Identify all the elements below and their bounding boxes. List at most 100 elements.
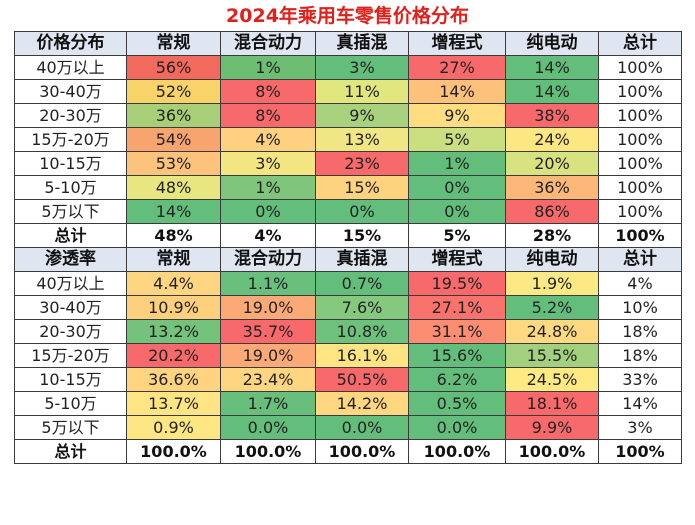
table-row: 5-10万 48% 1% 15% 0% 36% 100% xyxy=(14,175,682,200)
value-cell: 15.5% xyxy=(505,343,599,368)
value-cell: 0.0% xyxy=(220,415,316,440)
header-cell: 真插混 xyxy=(315,247,409,272)
value-cell: 4.4% xyxy=(126,271,221,296)
row-label: 40万以上 xyxy=(14,55,127,80)
header-cell: 真插混 xyxy=(315,31,409,56)
value-cell: 23% xyxy=(315,151,409,176)
value-cell: 15% xyxy=(315,175,409,200)
table-row: 30-40万 10.9% 19.0% 7.6% 27.1% 5.2% 10% xyxy=(14,295,682,320)
row-label: 40万以上 xyxy=(14,271,127,296)
value-cell: 0.0% xyxy=(315,415,409,440)
value-cell: 53% xyxy=(126,151,221,176)
value-cell: 100% xyxy=(598,151,682,176)
table-row: 5万以下 14% 0% 0% 0% 86% 100% xyxy=(14,199,682,224)
table-title: 2024年乘用车零售价格分布 xyxy=(226,5,469,27)
table-row: 10-15万 53% 3% 23% 1% 20% 100% xyxy=(14,151,682,176)
row-label: 5万以下 xyxy=(14,199,127,224)
header-row: 价格分布 常规 混合动力 真插混 增程式 纯电动 总计 xyxy=(14,31,682,56)
row-label: 30-40万 xyxy=(14,79,127,104)
total-cell: 5% xyxy=(408,223,506,248)
total-cell: 100% xyxy=(598,439,682,464)
row-label: 20-30万 xyxy=(14,103,127,128)
header-cell: 总计 xyxy=(598,31,682,56)
value-cell: 8% xyxy=(220,103,316,128)
table-row: 15万-20万 20.2% 19.0% 16.1% 15.6% 15.5% 18% xyxy=(14,343,682,368)
table-row: 40万以上 56% 1% 3% 27% 14% 100% xyxy=(14,55,682,80)
value-cell: 24.5% xyxy=(505,367,599,392)
value-cell: 31.1% xyxy=(408,319,506,344)
value-cell: 20% xyxy=(505,151,599,176)
table-row: 5万以下 0.9% 0.0% 0.0% 0.0% 9.9% 3% xyxy=(14,415,682,440)
value-cell: 9% xyxy=(408,103,506,128)
table-row: 5-10万 13.7% 1.7% 14.2% 0.5% 18.1% 14% xyxy=(14,391,682,416)
value-cell: 19.0% xyxy=(220,343,316,368)
value-cell: 86% xyxy=(505,199,599,224)
value-cell: 5% xyxy=(408,127,506,152)
value-cell: 0.9% xyxy=(126,415,221,440)
value-cell: 1.7% xyxy=(220,391,316,416)
value-cell: 19.0% xyxy=(220,295,316,320)
value-cell: 7.6% xyxy=(315,295,409,320)
value-cell: 100% xyxy=(598,175,682,200)
value-cell: 18.1% xyxy=(505,391,599,416)
value-cell: 5.2% xyxy=(505,295,599,320)
total-cell: 100.0% xyxy=(505,439,599,464)
row-label: 15万-20万 xyxy=(14,343,127,368)
value-cell: 1.1% xyxy=(220,271,316,296)
value-cell: 11% xyxy=(315,79,409,104)
row-label: 10-15万 xyxy=(14,367,127,392)
row-label: 10-15万 xyxy=(14,151,127,176)
header-cell: 混合动力 xyxy=(220,247,316,272)
value-cell: 36.6% xyxy=(126,367,221,392)
value-cell: 14% xyxy=(505,55,599,80)
value-cell: 8% xyxy=(220,79,316,104)
value-cell: 14% xyxy=(505,79,599,104)
table-row: 20-30万 36% 8% 9% 9% 38% 100% xyxy=(14,103,682,128)
value-cell: 24% xyxy=(505,127,599,152)
value-cell: 50.5% xyxy=(315,367,409,392)
header-cell: 纯电动 xyxy=(505,247,599,272)
value-cell: 14% xyxy=(598,391,682,416)
value-cell: 14% xyxy=(408,79,506,104)
value-cell: 9.9% xyxy=(505,415,599,440)
value-cell: 0% xyxy=(408,199,506,224)
value-cell: 33% xyxy=(598,367,682,392)
value-cell: 56% xyxy=(126,55,221,80)
total-label: 总计 xyxy=(14,439,127,464)
value-cell: 100% xyxy=(598,79,682,104)
value-cell: 52% xyxy=(126,79,221,104)
value-cell: 24.8% xyxy=(505,319,599,344)
total-cell: 28% xyxy=(505,223,599,248)
table-row: 10-15万 36.6% 23.4% 50.5% 6.2% 24.5% 33% xyxy=(14,367,682,392)
table-row: 15万-20万 54% 4% 13% 5% 24% 100% xyxy=(14,127,682,152)
value-cell: 27% xyxy=(408,55,506,80)
value-cell: 14% xyxy=(126,199,221,224)
row-label: 5-10万 xyxy=(14,175,127,200)
value-cell: 10.8% xyxy=(315,319,409,344)
row-label: 5万以下 xyxy=(14,415,127,440)
value-cell: 38% xyxy=(505,103,599,128)
value-cell: 23.4% xyxy=(220,367,316,392)
table-row: 40万以上 4.4% 1.1% 0.7% 19.5% 1.9% 4% xyxy=(14,271,682,296)
value-cell: 36% xyxy=(126,103,221,128)
value-cell: 3% xyxy=(315,55,409,80)
value-cell: 27.1% xyxy=(408,295,506,320)
value-cell: 4% xyxy=(598,271,682,296)
value-cell: 1.9% xyxy=(505,271,599,296)
value-cell: 3% xyxy=(220,151,316,176)
value-cell: 4% xyxy=(220,127,316,152)
total-row: 总计 100.0% 100.0% 100.0% 100.0% 100.0% 100% xyxy=(14,439,682,464)
value-cell: 10% xyxy=(598,295,682,320)
header-cell: 常规 xyxy=(126,247,221,272)
header-cell: 增程式 xyxy=(408,247,506,272)
total-cell: 15% xyxy=(315,223,409,248)
total-cell: 100.0% xyxy=(408,439,506,464)
header-cell-section: 价格分布 xyxy=(14,31,127,56)
value-cell: 20.2% xyxy=(126,343,221,368)
value-cell: 0.0% xyxy=(408,415,506,440)
header-cell: 总计 xyxy=(598,247,682,272)
value-cell: 6.2% xyxy=(408,367,506,392)
value-cell: 0.5% xyxy=(408,391,506,416)
header-cell: 纯电动 xyxy=(505,31,599,56)
